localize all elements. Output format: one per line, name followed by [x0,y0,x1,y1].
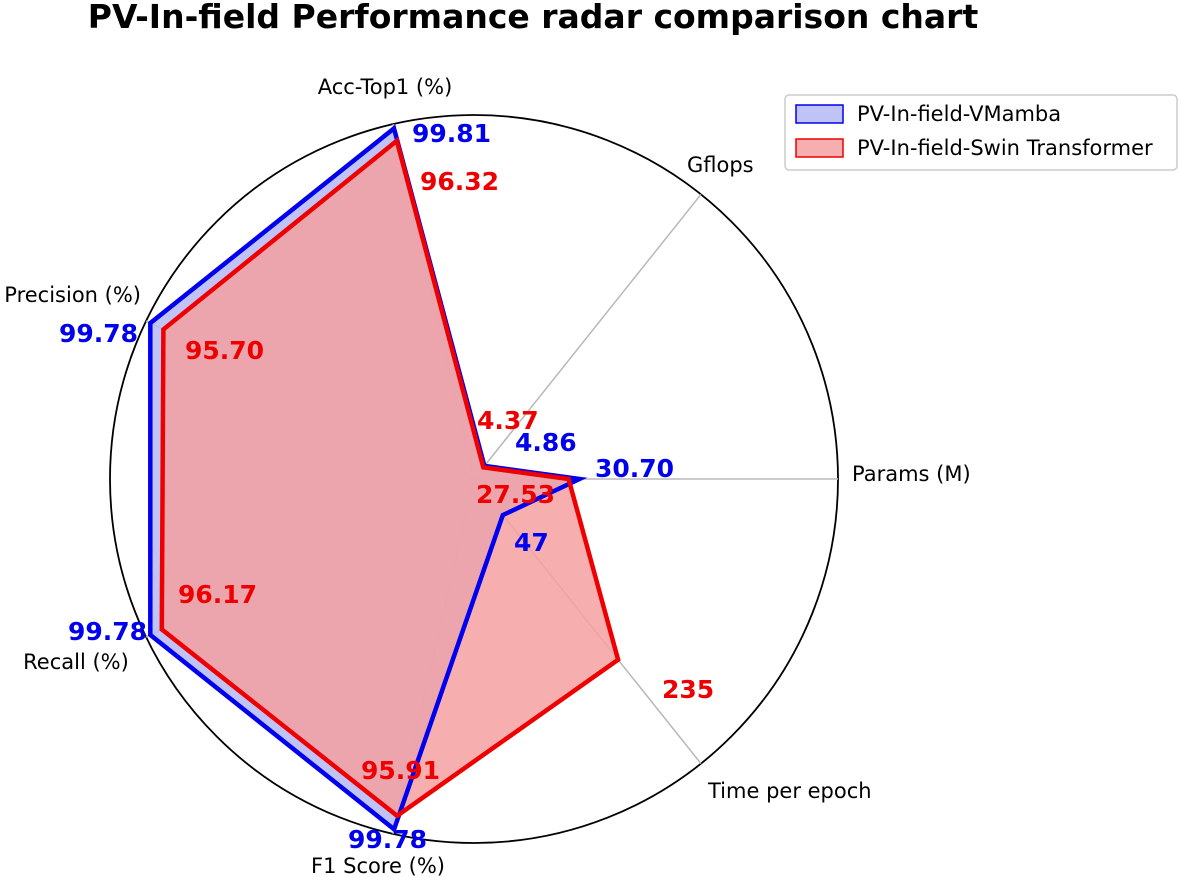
axis-label: F1 Score (%) [311,854,445,877]
axis-label: Gflops [687,153,754,177]
value-label-swin: 96.32 [420,167,499,196]
legend-box [784,94,1178,171]
value-label-vmamba: 4.86 [515,428,577,457]
value-label-swin: 4.37 [477,406,539,435]
axis-labels: Params (M) Gflops Acc-Top1 (%) Precision (%… [4,75,970,877]
value-label-vmamba: 99.78 [59,319,138,348]
series-line-swin [159,136,621,819]
radar-series [148,124,621,834]
chart-title: PV-In-field Performance radar comparison… [88,0,979,36]
value-label-swin: 27.53 [476,480,555,509]
value-labels: 30.70 4.86 99.81 99.78 99.78 99.78 47 27.53 4.37… [59,119,714,854]
value-label-vmamba: 47 [514,528,549,557]
value-label-vmamba: 99.81 [412,119,491,148]
value-label-swin: 235 [662,675,714,704]
axis-label: Time per epoch [707,779,872,803]
value-label-vmamba: 99.78 [68,617,147,646]
legend-label-swin: PV-In-field-Swin Transformer [857,136,1153,160]
legend-swatch-swin [795,138,844,158]
legend-swatch-vmamba [795,104,844,124]
value-label-vmamba: 30.70 [595,454,674,483]
axis-label: Acc-Top1 (%) [318,75,453,99]
radar-spoke [473,193,702,480]
value-label-swin: 95.70 [185,336,264,365]
value-label-swin: 96.17 [178,580,257,609]
axis-label: Recall (%) [23,650,129,674]
series-area-swin [161,140,619,816]
axis-label: Precision (%) [4,283,141,307]
legend: PV-In-field-VMamba PV-In-field-Swin Tran… [784,94,1178,171]
axis-label: Params (M) [852,462,971,486]
legend-label-vmamba: PV-In-field-VMamba [857,102,1061,126]
value-label-swin: 95.91 [361,756,440,785]
value-label-vmamba: 99.78 [348,825,427,854]
